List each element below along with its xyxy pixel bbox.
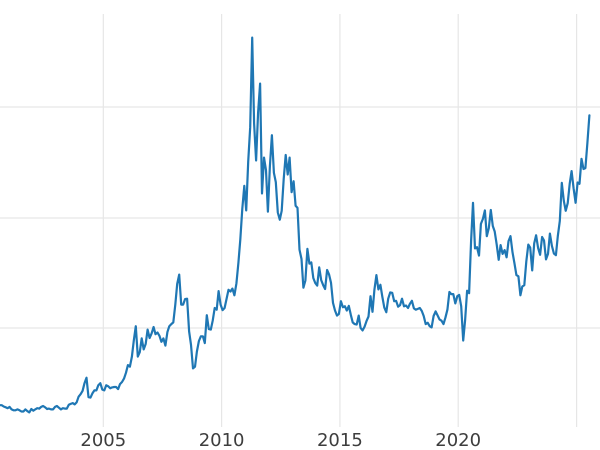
x-tick-label-2010: 2010 bbox=[199, 430, 245, 450]
x-tick-label-2005: 2005 bbox=[80, 430, 126, 450]
price-line-series bbox=[0, 36, 591, 414]
x-tick-label-2015: 2015 bbox=[317, 430, 363, 450]
x-axis-tick-labels: 2005 2010 2015 2020 bbox=[80, 430, 481, 450]
horizontal-gridlines bbox=[0, 106, 600, 329]
x-tick-label-2020: 2020 bbox=[435, 430, 481, 450]
vertical-gridlines bbox=[102, 14, 578, 427]
